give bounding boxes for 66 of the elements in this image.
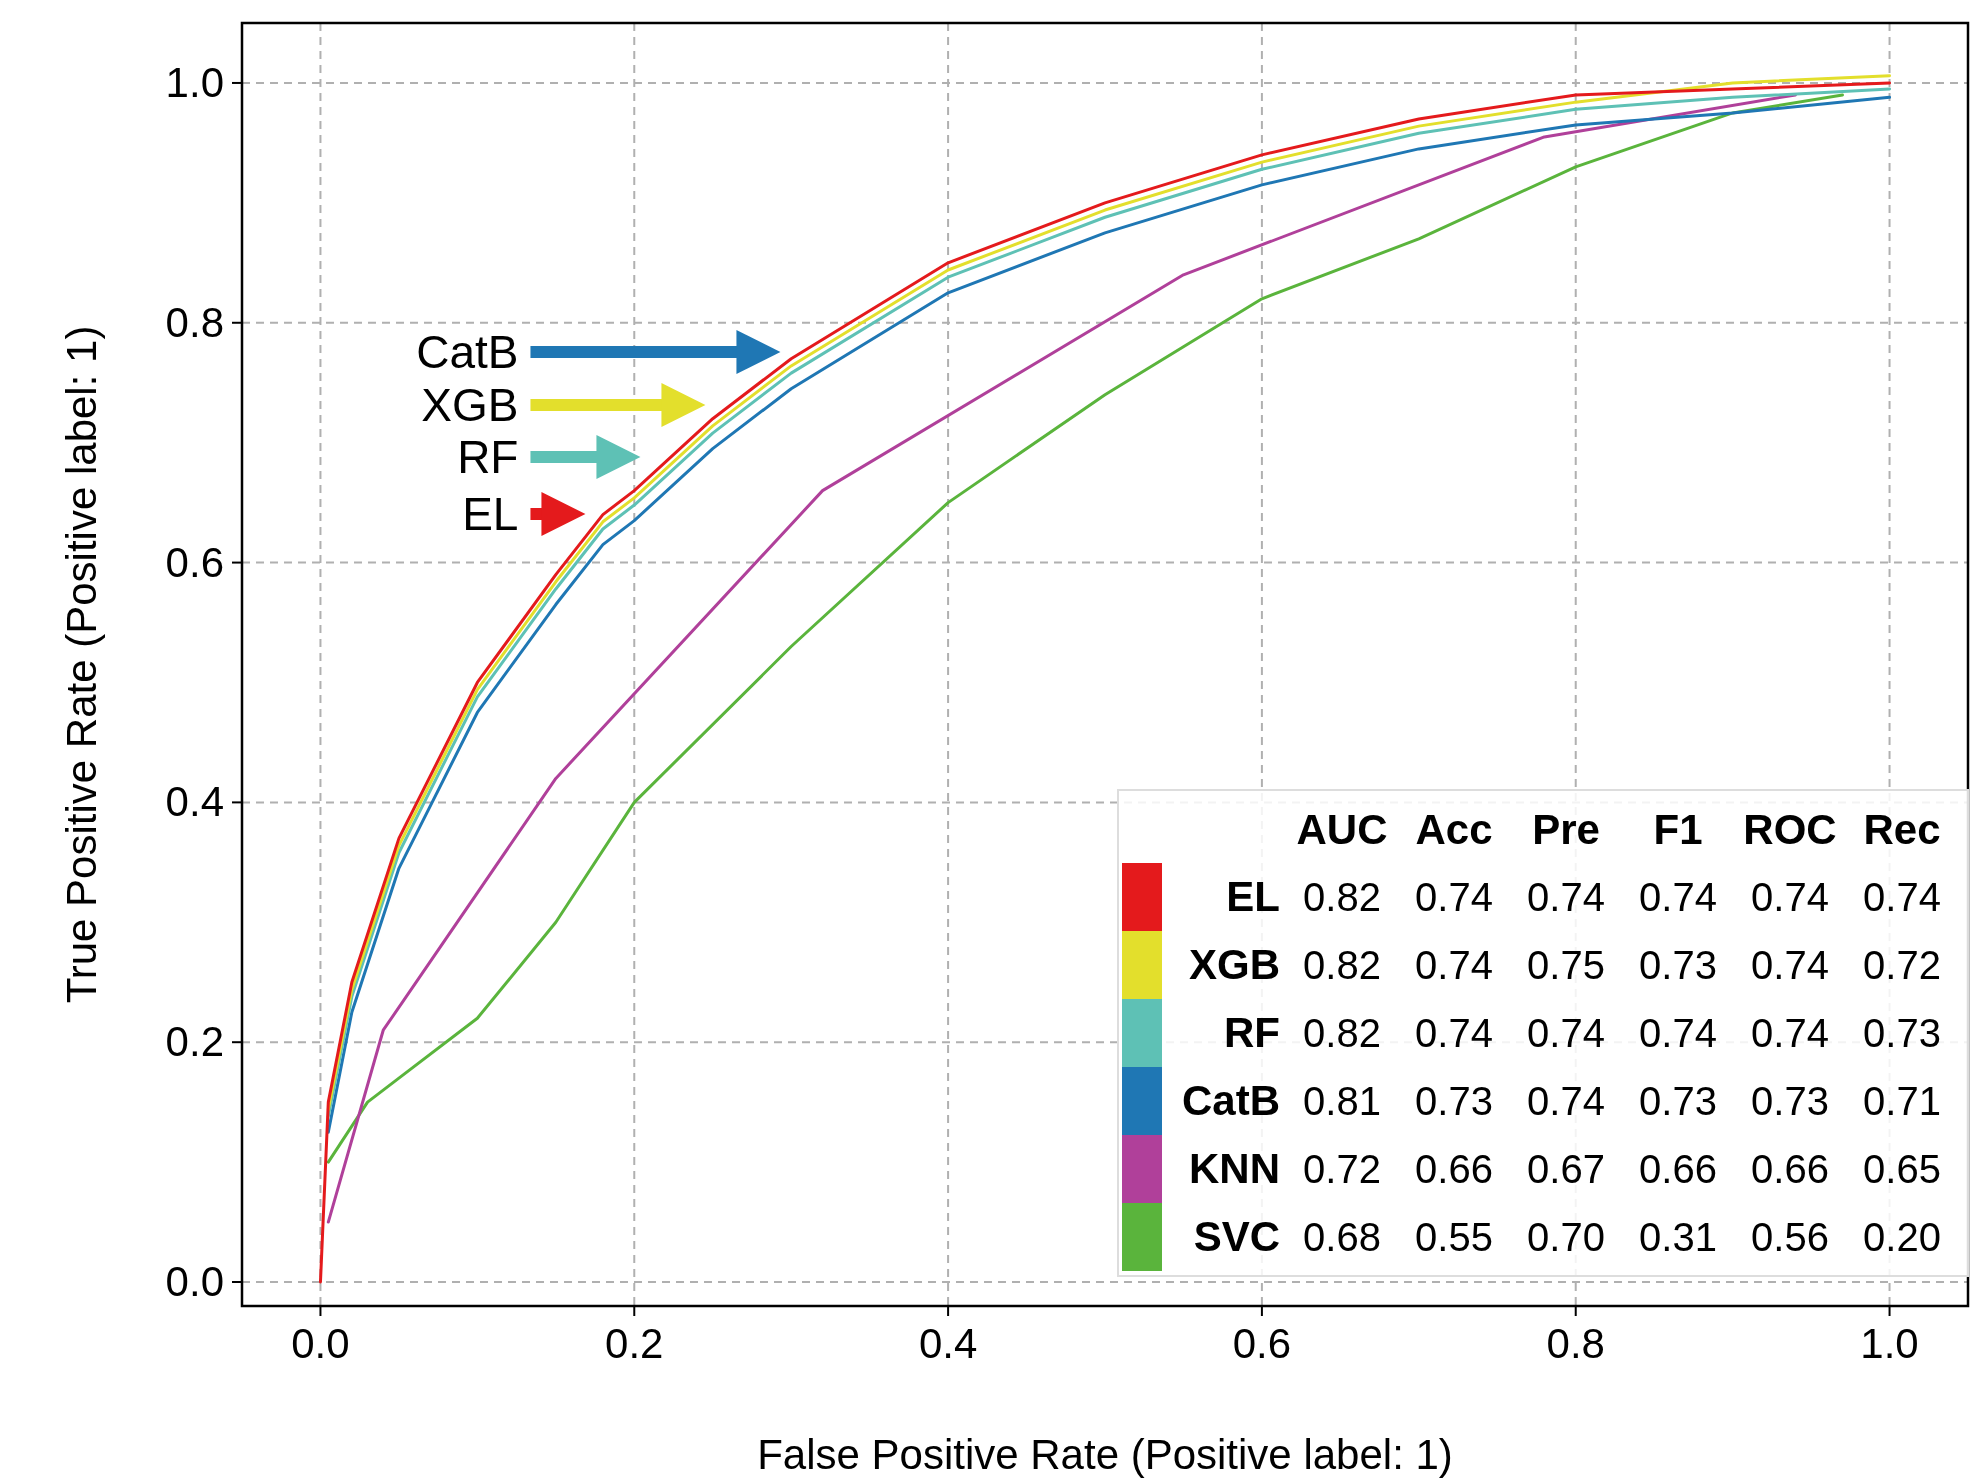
annotation: 0.70 [1527,1215,1605,1259]
annotation: XGB [421,379,519,431]
annotation: 0.20 [1863,1215,1941,1259]
y-tick-label: 0.0 [165,1258,224,1306]
x-tick-label: 1.0 [1860,1320,1919,1367]
annotation: 0.81 [1303,1079,1381,1123]
annotation: 0.82 [1303,943,1381,987]
annotation: 0.72 [1303,1147,1381,1191]
annotation: 0.74 [1639,1011,1717,1055]
legend-label: CatB [1181,1077,1280,1124]
y-axis-title: True Positive Rate (Positive label: 1) [58,325,105,1004]
annotation: ROC [1743,806,1837,853]
annotation: 0.73 [1863,1011,1941,1055]
x-axis-title: False Positive Rate (Positive label: 1) [757,1431,1453,1478]
legend-label: XGB [1188,941,1280,988]
annotation: 0.68 [1303,1215,1381,1259]
legend-label: SVC [1193,1213,1280,1260]
annotation: 0.74 [1751,875,1829,919]
annotation: 0.66 [1639,1147,1717,1191]
annotation: 0.31 [1639,1215,1717,1259]
annotation: 0.73 [1639,1079,1717,1123]
annotation: 0.73 [1751,1079,1829,1123]
annotation: RF [457,431,519,483]
x-tick-label: 0.4 [918,1320,978,1367]
annotation: 0.75 [1527,943,1605,987]
annotation: 0.74 [1863,875,1941,919]
annotation: AUC [1296,806,1388,853]
annotation: 0.82 [1303,875,1381,919]
annotation: 0.74 [1415,943,1493,987]
annotation: 0.66 [1415,1147,1493,1191]
annotation: 0.74 [1527,875,1605,919]
legend-label: EL [1226,873,1280,920]
annotation: 0.72 [1863,943,1941,987]
y-tick-label: 0.8 [165,298,224,346]
annotation: EL [462,488,519,540]
annotation: 0.74 [1415,1011,1493,1055]
annotation: 0.71 [1863,1079,1941,1123]
y-tick-label: 0.2 [165,1018,224,1066]
annotation: 0.65 [1863,1147,1941,1191]
x-tick-label: 0.6 [1232,1320,1292,1367]
annotation: 0.56 [1751,1215,1829,1259]
annotation: 0.74 [1751,943,1829,987]
annotation: 0.82 [1303,1011,1381,1055]
annotation: 0.73 [1639,943,1717,987]
annotation: F1 [1653,806,1703,853]
y-tick-label: 0.4 [165,778,224,826]
annotation: Acc [1415,806,1493,853]
y-tick-label: 0.6 [165,538,224,586]
annotation: 0.74 [1527,1011,1605,1055]
x-tick-label: 0.2 [605,1320,664,1367]
annotation: 0.74 [1639,875,1717,919]
y-tick-label: 1.0 [165,58,224,106]
x-tick-label: 0.0 [291,1320,350,1367]
annotation: 0.55 [1415,1215,1493,1259]
annotation: 0.67 [1527,1147,1605,1191]
annotation: 0.74 [1751,1011,1829,1055]
annotation: 0.74 [1527,1079,1605,1123]
annotation: CatB [416,326,519,378]
x-tick-label: 0.8 [1546,1320,1605,1367]
legend-label: RF [1224,1009,1280,1056]
annotation: 0.74 [1415,875,1493,919]
annotation: Pre [1532,806,1600,853]
annotation: 0.73 [1415,1079,1493,1123]
annotation: Rec [1863,806,1941,853]
annotation: 0.66 [1751,1147,1829,1191]
legend-label: KNN [1189,1145,1280,1192]
